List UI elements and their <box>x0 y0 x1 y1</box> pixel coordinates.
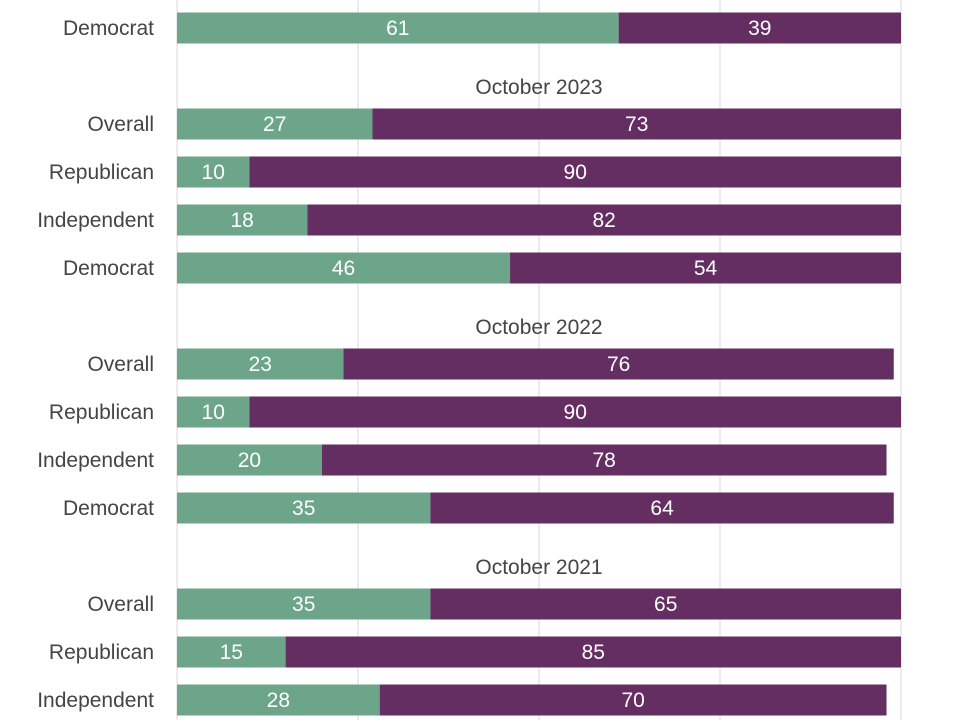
data-label: 39 <box>748 17 771 40</box>
category-label: Democrat <box>63 257 154 280</box>
bar-segment-first <box>177 636 286 668</box>
bar-segment-first <box>177 444 322 476</box>
bar-segment-second <box>249 156 901 188</box>
data-label: 76 <box>607 353 630 376</box>
data-label: 65 <box>654 593 677 616</box>
bar-segment-second <box>372 108 902 140</box>
data-label: 15 <box>220 641 243 664</box>
data-label: 70 <box>621 689 644 712</box>
bar-segment-first <box>177 252 511 284</box>
bar-segment-first <box>177 396 250 428</box>
bar-segment-second <box>307 204 901 236</box>
bar-segment-second <box>285 636 902 668</box>
data-label: 35 <box>292 593 315 616</box>
bar-segment-first <box>177 108 373 140</box>
data-label: 64 <box>650 497 674 520</box>
data-label: 85 <box>582 641 605 664</box>
category-label: Independent <box>37 689 154 712</box>
bar-segment-second <box>379 684 887 716</box>
category-label: Republican <box>49 641 154 664</box>
data-label: 27 <box>263 113 286 136</box>
bar-segment-first <box>177 204 308 236</box>
bars <box>177 12 902 716</box>
labels: Democrat 61 39 October 2023 Overall 27 73 Repub… <box>37 17 771 712</box>
bar-segment-second <box>618 12 901 44</box>
data-label: 10 <box>202 401 225 424</box>
bar-segment-first <box>177 684 380 716</box>
category-label: Overall <box>87 113 154 136</box>
data-label: 54 <box>694 257 718 280</box>
category-label: Republican <box>49 401 154 424</box>
data-label: 18 <box>230 209 253 232</box>
bar-segment-second <box>343 348 894 380</box>
bar-segment-second <box>430 492 894 524</box>
data-label: 23 <box>249 353 272 376</box>
bar-segment-second <box>430 588 901 620</box>
category-label: Democrat <box>63 497 154 520</box>
data-label: 82 <box>592 209 615 232</box>
category-label: Democrat <box>63 17 154 40</box>
bar-segment-first <box>177 492 431 524</box>
bar-segment-first <box>177 12 619 44</box>
bar-segment-second <box>321 444 887 476</box>
data-label: 35 <box>292 497 315 520</box>
category-label: Republican <box>49 161 154 184</box>
data-label: 90 <box>564 401 587 424</box>
data-label: 61 <box>386 17 409 40</box>
bar-segment-first <box>177 156 250 188</box>
category-label: Independent <box>37 209 154 232</box>
data-label: 10 <box>202 161 225 184</box>
group-title: October 2021 <box>475 556 602 579</box>
group-title: October 2023 <box>475 76 602 99</box>
category-label: Overall <box>87 593 154 616</box>
data-label: 28 <box>267 689 290 712</box>
category-label: Independent <box>37 449 154 472</box>
data-label: 78 <box>592 449 615 472</box>
data-label: 73 <box>625 113 648 136</box>
bar-segment-second <box>510 252 901 284</box>
category-label: Overall <box>87 353 154 376</box>
bar-segment-second <box>249 396 901 428</box>
data-label: 20 <box>238 449 261 472</box>
bar-segment-first <box>177 348 344 380</box>
data-label: 90 <box>564 161 587 184</box>
group-title: October 2022 <box>475 316 602 339</box>
data-label: 46 <box>332 257 355 280</box>
bar-segment-first <box>177 588 431 620</box>
